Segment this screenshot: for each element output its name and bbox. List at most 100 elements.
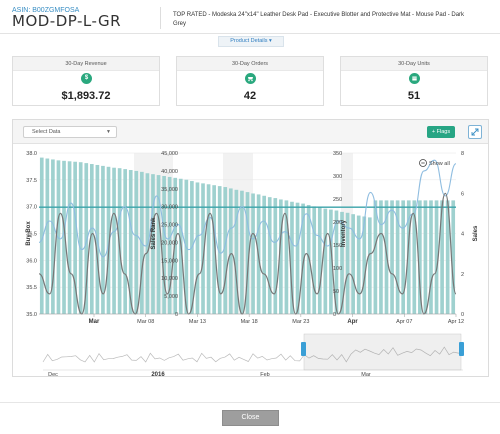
inventory-bar bbox=[351, 214, 355, 314]
x-tick-label: Mar 13 bbox=[189, 319, 206, 325]
header-divider bbox=[160, 7, 161, 29]
inventory-bar bbox=[195, 182, 200, 314]
inventory-bar bbox=[412, 200, 417, 314]
product-details-button[interactable]: Product Details ▾ bbox=[218, 36, 284, 47]
inventory-bar bbox=[418, 200, 422, 314]
stat-caption: 30-Day Orders bbox=[177, 57, 323, 71]
stat-value: $1,893.72 bbox=[61, 90, 111, 102]
navigator-label: Feb bbox=[260, 372, 269, 378]
show-all-label: Show all bbox=[429, 161, 450, 167]
inventory-bar bbox=[395, 200, 400, 314]
buy-box-tick: 35.5 bbox=[26, 285, 37, 291]
x-tick-label: Apr bbox=[347, 319, 358, 325]
navigator-label: Dec bbox=[48, 372, 58, 378]
asin-value[interactable]: B00ZGMFOSA bbox=[32, 7, 80, 14]
sales-line bbox=[38, 192, 457, 315]
sales-rank-tick: 45,000 bbox=[161, 151, 178, 157]
close-button[interactable]: Close bbox=[222, 410, 279, 426]
buy-box-tick: 35.0 bbox=[26, 312, 37, 318]
inventory-bar bbox=[212, 185, 216, 314]
x-tick-label: Mar 08 bbox=[137, 319, 154, 325]
x-tick-label: Apr 12 bbox=[448, 319, 464, 325]
inventory-tick: 350 bbox=[333, 151, 342, 157]
inventory-tick: 0 bbox=[333, 312, 336, 318]
inventory-bar bbox=[312, 206, 317, 314]
header-rule bbox=[0, 33, 500, 34]
stat-value: 51 bbox=[407, 90, 421, 102]
asin-label: ASIN: bbox=[12, 7, 31, 14]
x-tick-label: Mar 23 bbox=[292, 319, 309, 325]
axis-title: Inventory bbox=[341, 219, 347, 247]
inventory-bar bbox=[134, 170, 139, 314]
inventory-bar bbox=[323, 208, 328, 314]
inventory-bar bbox=[273, 198, 278, 314]
sales-rank-tick: 35,000 bbox=[161, 187, 178, 193]
navigator-left-handle[interactable] bbox=[301, 342, 306, 356]
axis-title: Sales bbox=[473, 225, 479, 241]
range-navigator[interactable]: Dec 2016 Feb Mar bbox=[42, 333, 464, 378]
stat-value: 42 bbox=[243, 90, 257, 102]
chart-toolbar: Select Data ▼ + Flags bbox=[13, 120, 488, 144]
inventory-bar bbox=[362, 216, 367, 314]
axis-title: Sales Rank bbox=[151, 217, 157, 250]
sales-history-chart[interactable]: 38.037.537.036.536.035.535.045,00040,000… bbox=[13, 144, 490, 378]
inventory-bar bbox=[45, 158, 50, 314]
inventory-bar bbox=[373, 200, 378, 314]
sales-tick: 8 bbox=[461, 151, 464, 157]
x-tick-label: Mar bbox=[89, 319, 100, 325]
inventory-bar bbox=[67, 161, 72, 314]
select-data-label: Select Data bbox=[32, 129, 61, 135]
navigator-selection[interactable] bbox=[303, 333, 462, 371]
inventory-bar bbox=[39, 157, 44, 314]
inventory-bar bbox=[390, 200, 394, 314]
inventory-bar bbox=[401, 200, 406, 314]
select-data-dropdown[interactable]: Select Data ▼ bbox=[23, 126, 117, 138]
inventory-bar bbox=[356, 215, 361, 314]
sales-rank-tick: 0 bbox=[175, 312, 178, 318]
inventory-bar bbox=[262, 195, 267, 314]
inventory-bar bbox=[240, 190, 244, 314]
inventory-bar bbox=[279, 199, 283, 314]
inventory-tick: 50 bbox=[333, 289, 339, 295]
stat-caption: 30-Day Units bbox=[341, 57, 487, 71]
sales-tick: 6 bbox=[461, 191, 464, 197]
sales-rank-tick: 40,000 bbox=[161, 169, 178, 175]
inventory-bar bbox=[367, 217, 372, 314]
flags-button[interactable]: + Flags bbox=[427, 126, 455, 138]
expand-chart-button[interactable] bbox=[468, 125, 482, 139]
sku-title: MOD-DP-L-GR bbox=[12, 12, 121, 30]
stat-card-orders: 30-Day Orders 42 bbox=[176, 56, 324, 106]
inventory-bar bbox=[84, 163, 89, 314]
inventory-bar bbox=[156, 175, 161, 314]
sales-rank-tick: 20,000 bbox=[161, 240, 178, 246]
buy-box-tick: 37.5 bbox=[26, 178, 37, 184]
inventory-bar bbox=[379, 200, 383, 314]
inventory-bar bbox=[429, 200, 433, 314]
sales-tick: 0 bbox=[461, 312, 464, 318]
inventory-bar bbox=[223, 187, 228, 314]
inventory-bar bbox=[123, 169, 128, 314]
footer-rule bbox=[0, 402, 500, 403]
inventory-bar bbox=[51, 159, 55, 314]
navigator-right-handle[interactable] bbox=[459, 342, 464, 356]
inventory-bar bbox=[284, 200, 289, 314]
inventory-tick: 200 bbox=[333, 220, 342, 226]
show-all-control[interactable]: Show all bbox=[419, 159, 450, 168]
inventory-bar bbox=[440, 200, 444, 314]
stat-caption: 30-Day Revenue bbox=[13, 57, 159, 71]
box-icon bbox=[409, 73, 420, 84]
inventory-bar bbox=[217, 186, 222, 314]
buy-box-tick: 38.0 bbox=[26, 151, 37, 157]
sales-tick: 4 bbox=[461, 232, 464, 238]
inventory-bar bbox=[340, 211, 344, 314]
buy-box-tick: 36.5 bbox=[26, 232, 37, 238]
inventory-bar bbox=[228, 188, 233, 314]
inventory-bar bbox=[267, 197, 272, 314]
axis-title: Buy Box bbox=[26, 221, 32, 246]
inventory-bar bbox=[245, 192, 250, 314]
inventory-tick: 100 bbox=[333, 266, 342, 272]
inventory-bar bbox=[295, 202, 300, 314]
inventory-bar bbox=[317, 207, 322, 314]
inventory-bar bbox=[173, 177, 178, 314]
